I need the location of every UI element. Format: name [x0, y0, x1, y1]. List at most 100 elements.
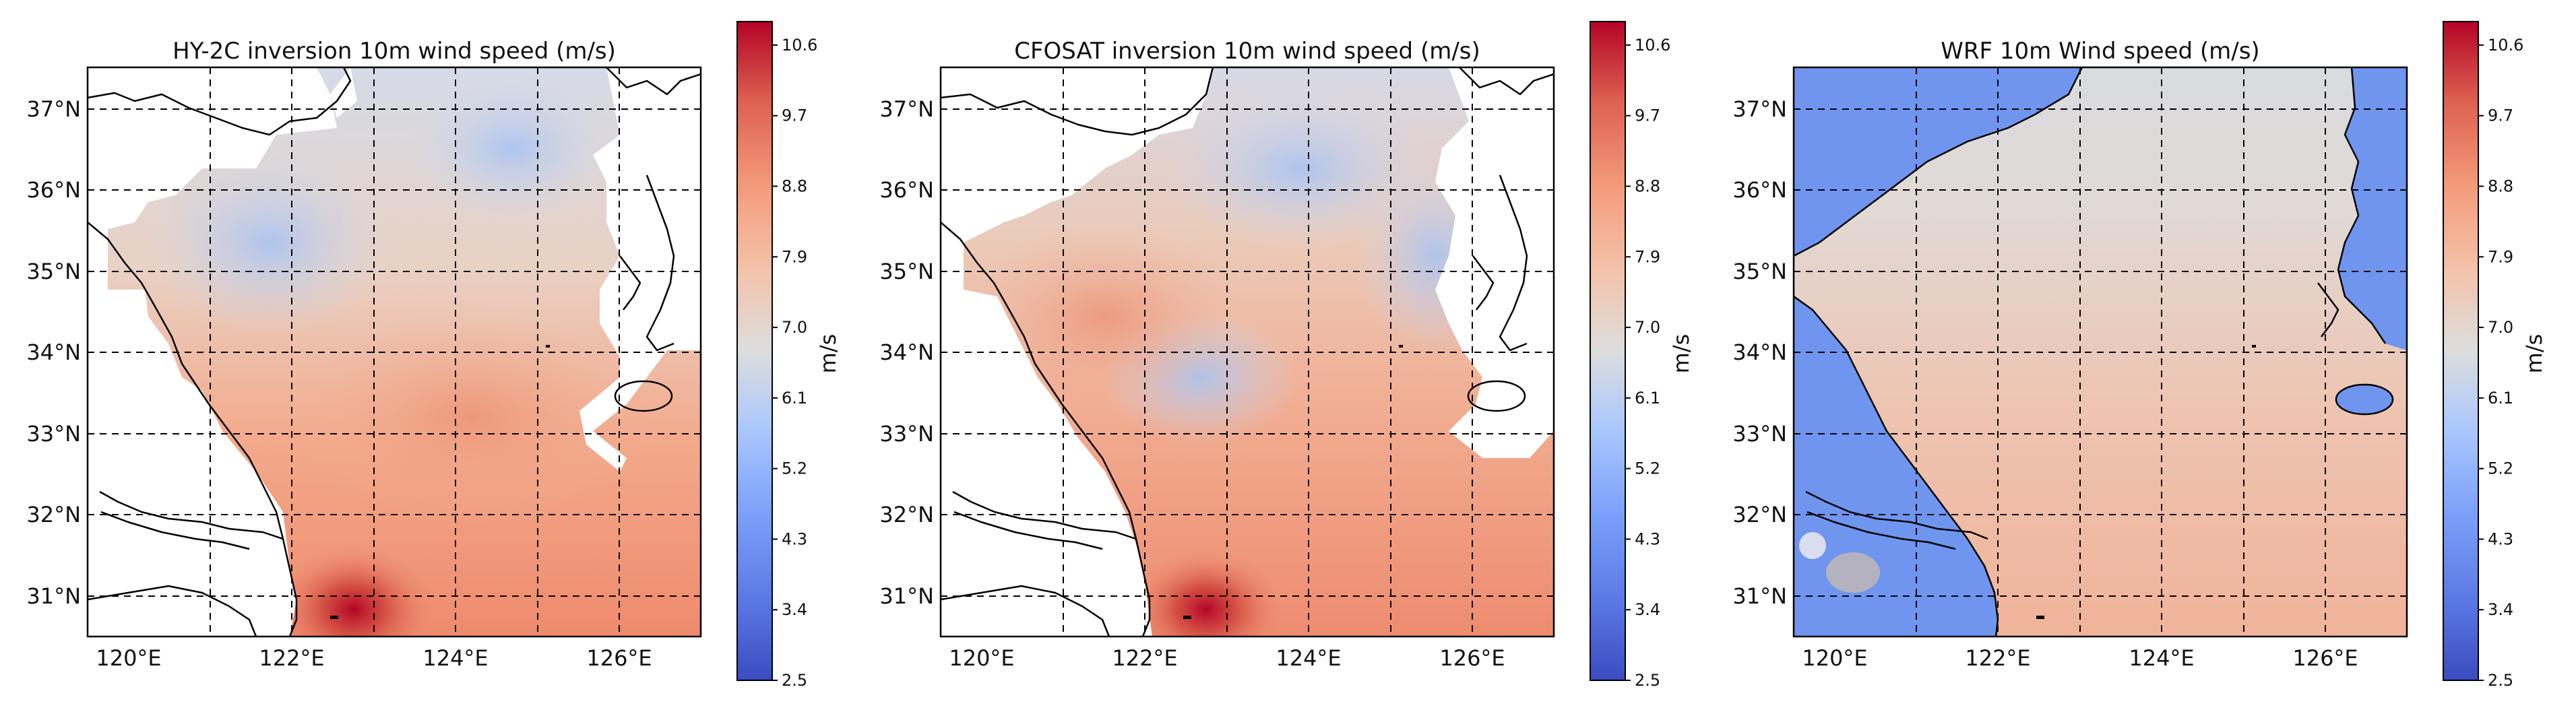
- colorbar-scale: [1590, 21, 1626, 681]
- y-tick-label: 36°N: [879, 177, 934, 203]
- coastline: [1472, 255, 1495, 311]
- colorbar-tick-label: 5.2: [2488, 459, 2513, 478]
- river: [1805, 490, 1988, 540]
- colorbar-tick-label: 10.6: [1635, 36, 1670, 55]
- x-tick-label: 124°E: [1276, 645, 1341, 671]
- y-tick-label: 34°N: [26, 339, 81, 365]
- colorbar-tick-label: 8.8: [2488, 177, 2513, 196]
- wind-max-region: [273, 546, 435, 637]
- colorbar-tick-label: 7.0: [1635, 318, 1660, 337]
- island: [2036, 616, 2044, 619]
- river: [1807, 511, 1956, 550]
- island: [330, 616, 338, 619]
- land-low-wind: [1794, 296, 1998, 637]
- colorbar-tick-label: 3.4: [782, 600, 807, 619]
- land-mask: [88, 67, 337, 637]
- colorbar-tick-label: 10.6: [782, 36, 817, 55]
- island: [546, 345, 550, 348]
- colorbar-tick-label: 5.2: [782, 459, 807, 478]
- x-tick-label: 122°E: [1965, 645, 2030, 671]
- colorbar: 2.5 3.4 4.3 5.2 6.1 7.0 7.9 8.8 9.7 10.6 m/s: [736, 21, 841, 690]
- y-tick-label: 34°N: [1732, 339, 1787, 365]
- x-tick-label: 126°E: [586, 645, 652, 671]
- y-tick-label: 32°N: [26, 502, 81, 527]
- axes-frame: [86, 66, 702, 638]
- y-tick-label: 34°N: [879, 339, 934, 365]
- colorbar-tick-label: 4.3: [782, 529, 807, 548]
- coastline: [941, 222, 1151, 637]
- colorbar-tick-label: 8.8: [782, 177, 807, 196]
- x-tick-label: 124°E: [422, 645, 488, 671]
- y-tick-label: 36°N: [1732, 177, 1787, 203]
- x-tick-label: 126°E: [1439, 645, 1505, 671]
- colorbar-tick-label: 9.7: [2488, 106, 2513, 125]
- coastline: [1794, 67, 2083, 257]
- x-tick-label: 122°E: [259, 645, 324, 671]
- colorbar-tick-label: 3.4: [1635, 600, 1660, 619]
- colorbar-scale: [2443, 21, 2479, 681]
- land-low-wind: [2338, 67, 2407, 350]
- colorbar-tick-label: 2.5: [1635, 671, 1660, 690]
- colorbar-ticks: 2.5 3.4 4.3 5.2 6.1 7.0 7.9 8.8 9.7 10.6: [1625, 36, 1670, 690]
- panel-wrf: WRF 10m Wind speed (m/s): [1732, 21, 2547, 690]
- y-tick-label: 37°N: [1732, 96, 1787, 122]
- y-tick-label: 35°N: [1732, 259, 1787, 284]
- colorbar-tick-label: 6.1: [2488, 389, 2513, 408]
- y-tick-label: 33°N: [879, 421, 934, 447]
- x-tick-label: 124°E: [2129, 645, 2194, 671]
- x-tick-label: 126°E: [2292, 645, 2358, 671]
- colorbar: 2.5 3.4 4.3 5.2 6.1 7.0 7.9 8.8 9.7 10.6 m/s: [2443, 21, 2547, 690]
- y-tick-label: 36°N: [26, 177, 81, 203]
- coastline: [941, 585, 1110, 637]
- wind-low-region: [411, 74, 613, 222]
- island-jeju: [614, 380, 673, 412]
- colorbar-tick-label: 6.1: [782, 389, 807, 408]
- x-tick-label: 120°E: [96, 645, 161, 671]
- y-tick-label: 33°N: [1732, 421, 1787, 447]
- coastline: [2337, 67, 2387, 344]
- y-tick-label: 32°N: [1732, 502, 1787, 527]
- wind-max-region: [1129, 549, 1284, 637]
- coastline: [1794, 295, 1999, 637]
- river: [99, 490, 284, 540]
- y-tick-label: 37°N: [26, 96, 81, 122]
- y-tick-label: 35°N: [879, 259, 934, 284]
- colorbar-tick-label: 7.0: [782, 318, 807, 337]
- x-tick-label: 122°E: [1112, 645, 1177, 671]
- axes-frame: [939, 66, 1555, 638]
- coastline: [941, 67, 1214, 136]
- y-tick-label: 37°N: [879, 96, 934, 122]
- island-jeju: [2335, 383, 2394, 416]
- land-patch: [1799, 532, 1826, 559]
- island: [1183, 616, 1191, 619]
- colorbar-tick-label: 6.1: [1635, 389, 1660, 408]
- wind-mid-region: [970, 222, 1240, 411]
- y-tick-label: 32°N: [879, 502, 934, 527]
- colorbar-tick-label: 9.7: [1635, 106, 1660, 125]
- grid: [1794, 67, 2407, 637]
- river: [952, 490, 1137, 540]
- land-mask: [579, 67, 701, 472]
- chart-title: CFOSAT inversion 10m wind speed (m/s): [1014, 38, 1480, 65]
- grid: [88, 67, 701, 637]
- colorbar-tick-label: 5.2: [1635, 459, 1660, 478]
- panel-cfosat: CFOSAT inversion 10m wind speed (m/s): [879, 21, 1694, 690]
- colorbar-tick-label: 7.0: [2488, 318, 2513, 337]
- colorbar-tick-label: 7.9: [1635, 247, 1660, 266]
- colorbar-ticks: 2.5 3.4 4.3 5.2 6.1 7.0 7.9 8.8 9.7 10.6: [772, 36, 817, 690]
- y-tick-label: 31°N: [26, 583, 81, 609]
- chart-title: HY-2C inversion 10m wind speed (m/s): [172, 38, 616, 65]
- colorbar-tick-label: 8.8: [1635, 177, 1660, 196]
- map-area: [88, 67, 701, 637]
- island-low-wind: [2336, 385, 2393, 414]
- river: [953, 511, 1103, 550]
- river: [100, 511, 250, 550]
- coastline: [1499, 174, 1528, 352]
- coastline: [646, 174, 675, 352]
- y-tick-label: 33°N: [26, 421, 81, 447]
- y-tick-label: 31°N: [1732, 583, 1787, 609]
- x-tick-label: 120°E: [1802, 645, 1867, 671]
- colorbar-tick-label: 2.5: [2488, 671, 2513, 690]
- grid: [941, 67, 1554, 637]
- coastline: [88, 585, 257, 637]
